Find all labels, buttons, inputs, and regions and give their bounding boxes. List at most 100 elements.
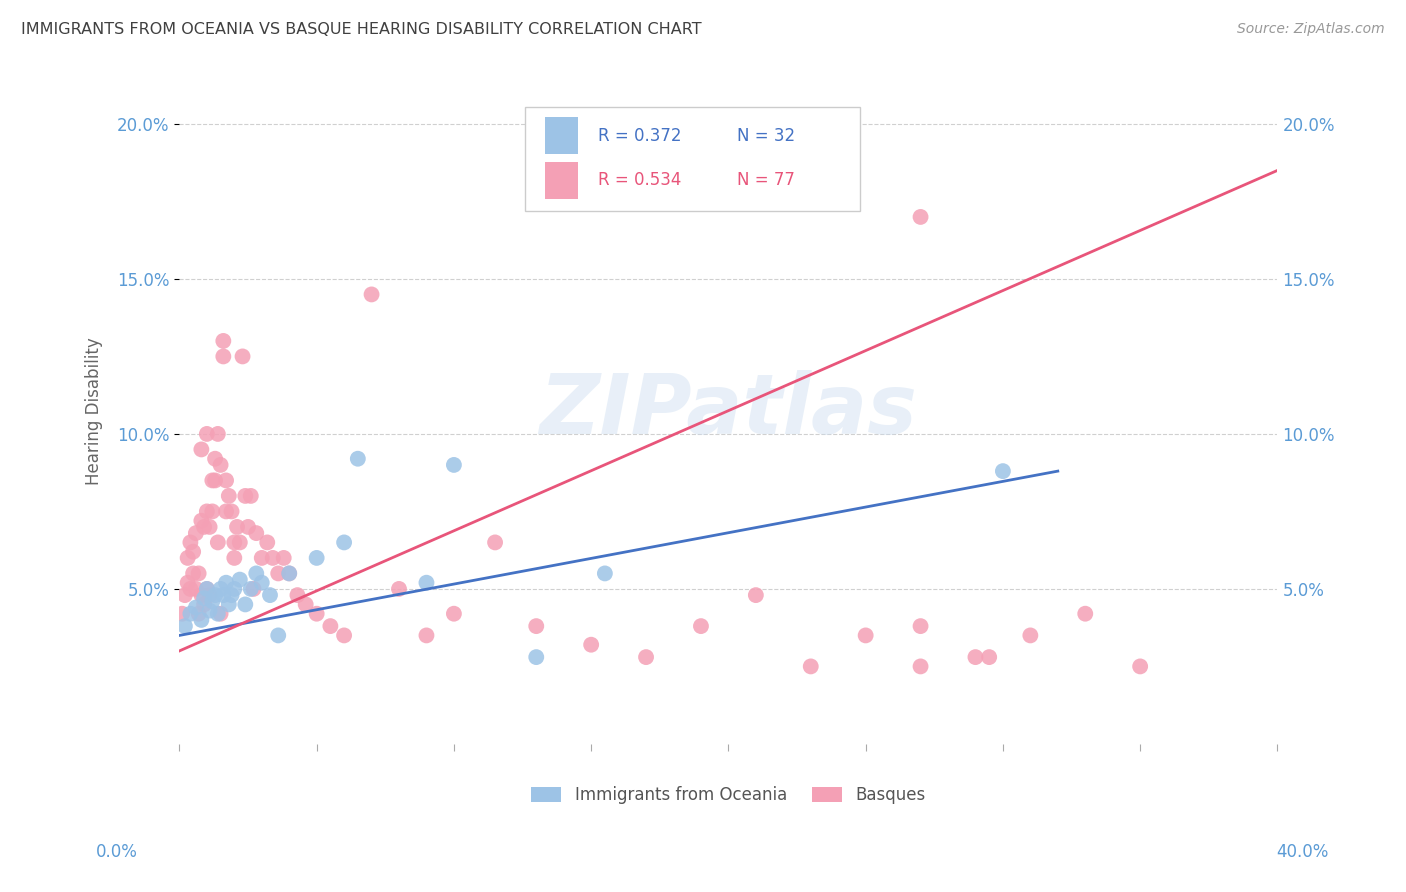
Point: [256, 535, 278, 549]
Point: [233, 489, 256, 503]
Point: [634, 650, 657, 665]
Text: Source: ZipAtlas.com: Source: ZipAtlas.com: [1237, 22, 1385, 37]
Point: [218, 489, 240, 503]
Point: [221, 588, 243, 602]
Point: [204, 451, 226, 466]
Point: [250, 575, 273, 590]
Point: [193, 598, 215, 612]
Point: [278, 566, 301, 581]
Point: [333, 628, 356, 642]
Point: [259, 588, 281, 602]
Point: [800, 659, 823, 673]
Bar: [546, 162, 578, 199]
Point: [360, 287, 382, 301]
Point: [333, 535, 356, 549]
Point: [443, 458, 465, 472]
Point: [229, 573, 252, 587]
Point: [218, 598, 240, 612]
Point: [910, 659, 932, 673]
Point: [190, 514, 212, 528]
Point: [179, 535, 201, 549]
Point: [187, 607, 209, 621]
Point: [179, 582, 201, 596]
Point: [991, 464, 1014, 478]
Point: [190, 613, 212, 627]
Point: [195, 582, 218, 596]
Point: [524, 650, 547, 665]
Point: [212, 588, 235, 602]
Point: [979, 650, 1001, 665]
Point: [184, 526, 207, 541]
Point: [190, 442, 212, 457]
Point: [443, 607, 465, 621]
Point: [224, 550, 246, 565]
Point: [294, 598, 316, 612]
Point: [245, 566, 267, 581]
Point: [215, 504, 238, 518]
Point: [204, 474, 226, 488]
Point: [226, 520, 249, 534]
Point: [232, 350, 254, 364]
Point: [388, 582, 411, 596]
Text: N = 32: N = 32: [737, 127, 796, 145]
Point: [965, 650, 987, 665]
Text: N = 77: N = 77: [737, 171, 794, 189]
Point: [176, 575, 198, 590]
Legend: Immigrants from Oceania, Basques: Immigrants from Oceania, Basques: [523, 778, 934, 813]
Point: [319, 619, 342, 633]
Point: [415, 575, 437, 590]
Point: [179, 607, 201, 621]
Point: [593, 566, 616, 581]
Text: 40.0%: 40.0%: [1277, 843, 1329, 861]
Point: [524, 619, 547, 633]
Point: [245, 526, 267, 541]
Point: [193, 591, 215, 606]
Point: [212, 350, 235, 364]
Point: [187, 566, 209, 581]
Point: [229, 535, 252, 549]
Point: [207, 535, 229, 549]
Point: [215, 575, 238, 590]
Point: [239, 582, 262, 596]
Point: [181, 545, 204, 559]
Point: [212, 334, 235, 348]
Point: [910, 210, 932, 224]
Point: [910, 619, 932, 633]
Point: [201, 594, 224, 608]
Point: [190, 588, 212, 602]
Point: [198, 588, 221, 602]
Point: [184, 600, 207, 615]
Point: [174, 588, 197, 602]
Point: [579, 638, 602, 652]
Point: [267, 566, 290, 581]
Point: [305, 550, 328, 565]
Bar: [546, 118, 578, 154]
Point: [1129, 659, 1152, 673]
Point: [184, 582, 207, 596]
Point: [745, 588, 768, 602]
Point: [278, 566, 301, 581]
Point: [415, 628, 437, 642]
Point: [195, 426, 218, 441]
Point: [201, 474, 224, 488]
Point: [273, 550, 295, 565]
Text: R = 0.372: R = 0.372: [598, 127, 682, 145]
FancyBboxPatch shape: [526, 107, 860, 211]
Point: [287, 588, 309, 602]
Text: IMMIGRANTS FROM OCEANIA VS BASQUE HEARING DISABILITY CORRELATION CHART: IMMIGRANTS FROM OCEANIA VS BASQUE HEARIN…: [21, 22, 702, 37]
Point: [207, 607, 229, 621]
Point: [221, 504, 243, 518]
Point: [1019, 628, 1042, 642]
Point: [181, 566, 204, 581]
Point: [209, 607, 232, 621]
Point: [233, 598, 256, 612]
Point: [198, 520, 221, 534]
Point: [250, 550, 273, 565]
Point: [305, 607, 328, 621]
Point: [347, 451, 370, 466]
Point: [198, 604, 221, 618]
Point: [224, 582, 246, 596]
Point: [201, 504, 224, 518]
Point: [236, 520, 259, 534]
Point: [195, 504, 218, 518]
